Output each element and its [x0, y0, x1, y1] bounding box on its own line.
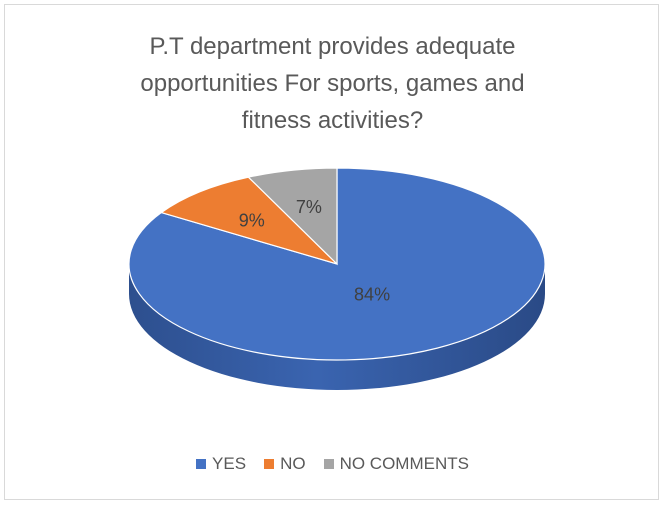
legend-swatch-no — [264, 459, 275, 469]
legend-item-yes: YES — [196, 454, 246, 474]
pie-slice-no — [160, 176, 338, 265]
legend-swatch-no-comments — [323, 459, 334, 469]
data-label-yes: 84% — [354, 284, 390, 304]
pie-side-walls — [129, 264, 545, 390]
data-label-no: 9% — [239, 210, 265, 230]
pie-side-yes — [129, 264, 545, 390]
legend-swatch-yes — [196, 459, 207, 469]
data-label-no-comments: 7% — [296, 197, 322, 217]
legend: YES NO NO COMMENTS — [0, 454, 665, 474]
legend-label-no: NO — [280, 454, 306, 473]
legend-item-no: NO — [264, 454, 306, 474]
legend-label-yes: YES — [212, 454, 247, 473]
chart-title: P.T department provides adequate opportu… — [0, 28, 665, 139]
pie-slices — [128, 167, 546, 361]
legend-item-no-comments: NO COMMENTS — [323, 454, 469, 474]
chart-title-line-3: fitness activities? — [241, 107, 424, 134]
pie-slice-no-comments — [247, 167, 338, 266]
legend-label-no-comments: NO COMMENTS — [339, 454, 469, 473]
pie-data-labels: 84% 9% 7% — [239, 197, 390, 305]
chart-title-line-1: P.T department provides adequate — [149, 33, 516, 60]
chart-title-line-2: opportunities For sports, games and — [140, 70, 525, 97]
